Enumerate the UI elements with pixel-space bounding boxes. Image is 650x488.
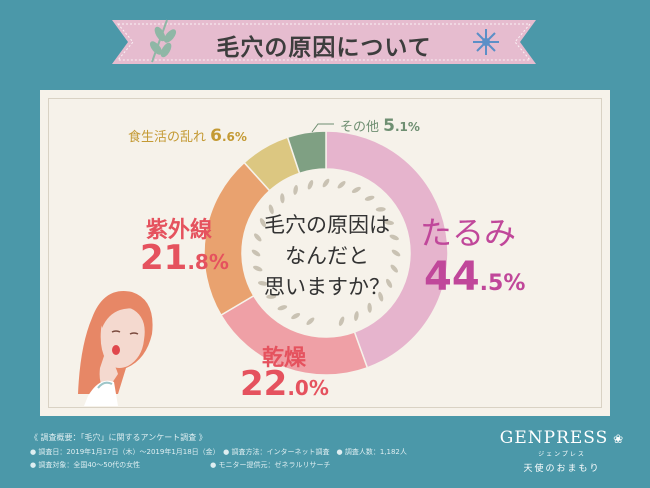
survey-details-line-2: ● 調査対象：全国40〜50代の女性 ● モニター提供元：ゼネラルリサーチ: [30, 461, 331, 469]
label-kansou-name: 乾燥: [262, 346, 307, 371]
header-banner: [112, 19, 536, 64]
label-kansou: 乾燥: [262, 340, 306, 372]
value-kansou: 22.0%: [240, 364, 329, 404]
label-other: その他 5.1%: [340, 116, 420, 136]
value-other-dec: .1%: [395, 120, 420, 134]
leader-line-other: [311, 123, 334, 133]
survey-details-line-1: ● 調査日：2019年1月17日（木）〜2019年1月18日（金） ● 調査方法…: [30, 448, 407, 456]
logo-brand: GENPRESS ❀: [492, 428, 632, 448]
center-question-line-2: なんだと: [285, 244, 369, 268]
center-question-line-3: 思いますか？: [264, 275, 390, 299]
laurel-wreath-icon: [251, 178, 401, 326]
center-question-line-1: 毛穴の原因は: [264, 213, 390, 237]
value-tarumi-dec: .5%: [479, 271, 526, 296]
label-other-name: その他: [340, 120, 380, 135]
value-kansou-int: 22: [240, 364, 288, 404]
page-title: 毛穴の原因について: [216, 35, 432, 61]
label-tarumi-name: たるみ: [420, 214, 517, 252]
donut-slice-4: [286, 130, 327, 175]
label-uv: 紫外線: [146, 212, 212, 244]
center-question: 毛穴の原因は なんだと 思いますか？: [253, 210, 401, 303]
snowflake-icon: [473, 29, 499, 55]
logo-kana: ジェンプレス: [538, 451, 586, 458]
woman-illustration: [78, 291, 153, 406]
label-tarumi: たるみ: [420, 208, 516, 254]
logo-flower-icon: ❀: [608, 432, 625, 446]
card-border: [48, 98, 602, 408]
value-diet-int: 6: [210, 126, 222, 146]
logo-brand-text: GENPRESS: [499, 428, 609, 448]
value-kansou-dec: .0%: [287, 376, 329, 400]
label-diet: 食生活の乱れ 6.6%: [128, 126, 247, 146]
value-tarumi-int: 44: [424, 254, 480, 300]
leaf-sprig-icon: [149, 19, 177, 63]
value-uv-dec: .8%: [187, 250, 229, 274]
value-uv-int: 21: [140, 238, 188, 278]
logo-tagline: 天使のおまもり: [523, 464, 601, 474]
genpress-logo: GENPRESS ❀ ジェンプレス 天使のおまもり: [492, 428, 632, 474]
label-uv-name: 紫外線: [146, 218, 213, 243]
value-other-int: 5: [383, 116, 395, 136]
survey-summary: 《 調査概要：「毛穴」に関するアンケート調査 》: [30, 433, 207, 442]
donut-hole: [243, 170, 409, 336]
value-tarumi: 44.5%: [424, 254, 525, 300]
value-uv: 21.8%: [140, 238, 229, 278]
donut-slice-0: [325, 130, 449, 369]
label-diet-name: 食生活の乱れ: [128, 130, 207, 145]
value-diet-dec: .6%: [222, 130, 247, 144]
